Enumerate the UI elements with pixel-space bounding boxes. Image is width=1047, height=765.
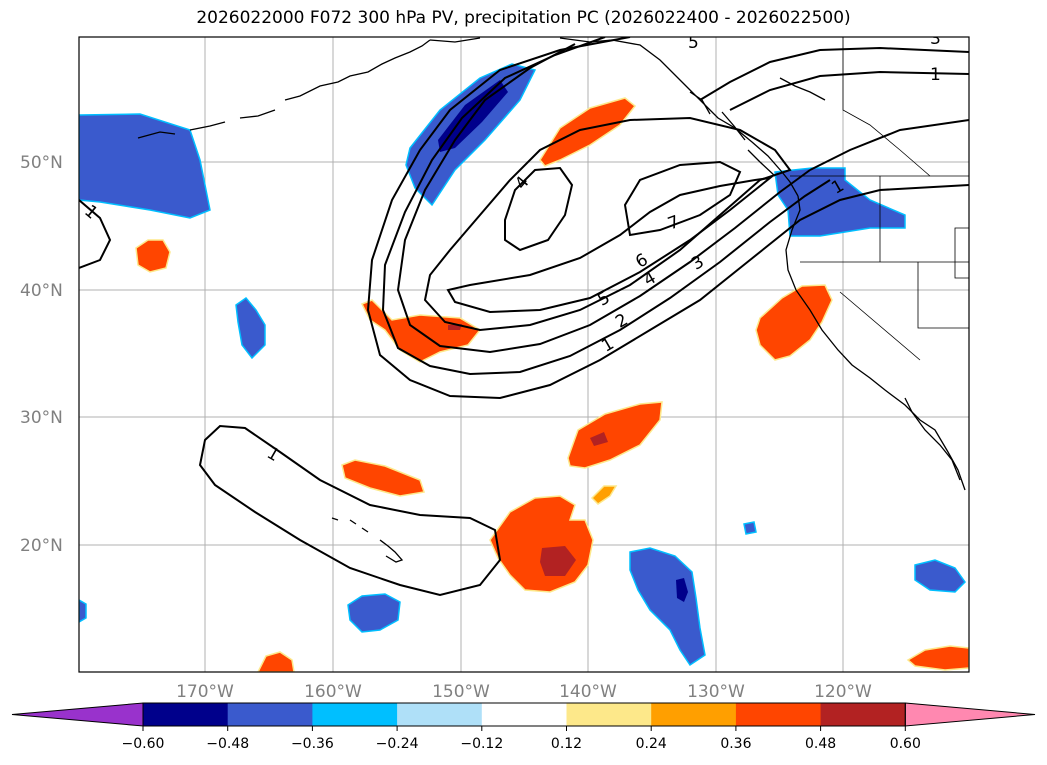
colorbar-tick-label: −0.36 (291, 736, 334, 752)
colorbar-segment (481, 703, 567, 726)
neg-area-small-east (743, 521, 757, 535)
lon-label: 120°W (814, 682, 872, 702)
colorbar-tick-label: −0.12 (460, 736, 503, 752)
map-plot-area: 1 2 3 4 4 5 6 7 1 1 1 1 5 3 (79, 29, 969, 672)
pv-contour-1-subtropic (198, 424, 502, 597)
colorbar: −0.60 −0.48 −0.36 −0.24 −0.12 0.12 0.24 0.36 0.4… (11, 702, 1036, 752)
contour-label: 1 (263, 443, 282, 466)
pos-area-southeast (906, 645, 969, 671)
pv-contour-1-northeast-2 (729, 70, 969, 111)
contour-label: 2 (612, 310, 631, 333)
coast-bc-islands (689, 91, 776, 177)
colorbar-extend-low (11, 702, 144, 727)
pos-area-subtropic-2-core (590, 432, 608, 446)
coast-baja (904, 397, 961, 481)
pv-contours (79, 37, 969, 597)
contour-label: 3 (688, 252, 707, 275)
colorbar-tick-label: 0.60 (890, 736, 921, 752)
lat-label: 50°N (20, 153, 63, 173)
lat-label: 40°N (20, 281, 63, 301)
colorbar-segment (651, 703, 737, 726)
pos-area-subtropic-1 (341, 459, 425, 497)
colorbar-frame (142, 702, 906, 727)
colorbar-segment (397, 703, 483, 726)
colorbar-segment (566, 703, 652, 726)
pv-contour-1-main (366, 37, 969, 400)
colorbar-tick-label: 0.24 (636, 736, 667, 752)
neg-area-south-1 (347, 593, 401, 633)
contour-label: 1 (598, 334, 617, 357)
colorbar-tick-label: −0.48 (206, 736, 249, 752)
pos-area-southwest (257, 651, 295, 672)
pos-area-south-core (540, 546, 576, 576)
lon-label: 130°W (687, 682, 745, 702)
pos-area-south (489, 495, 594, 593)
coast-west-us (785, 195, 966, 491)
pv-contour-5 (446, 176, 774, 314)
pv-contour-4-inner-west (504, 166, 574, 252)
coastlines (137, 37, 969, 563)
border-states (800, 176, 969, 361)
colorbar-tick-label: 0.48 (805, 736, 836, 752)
coast-aleutians (137, 39, 431, 139)
colorbar-segment (143, 703, 229, 726)
positive-precip-areas (135, 97, 969, 672)
pv-contour-7 (623, 160, 742, 237)
lat-labels: 50°N 40°N 30°N 20°N (20, 153, 63, 556)
lon-labels: 170°W 160°W 150°W 140°W 130°W 120°W (176, 682, 872, 702)
lat-label: 20°N (20, 536, 63, 556)
contour-label: 5 (594, 288, 613, 311)
neg-area-oregon (774, 167, 906, 237)
lat-label: 30°N (20, 408, 63, 428)
border-alaska (842, 37, 931, 177)
neg-area-nw (79, 113, 211, 219)
colorbar-segment (312, 703, 398, 726)
pos-area-subtropic-2 (567, 401, 663, 469)
lon-label: 160°W (304, 682, 362, 702)
neg-area-mid-pacific (235, 296, 266, 360)
pv-contour-3 (396, 43, 811, 354)
neg-area-east (914, 559, 966, 593)
neg-area-south-2-core (676, 578, 688, 602)
pv-contour-2 (381, 37, 831, 376)
pv-contour-east-return (809, 119, 969, 171)
pv-contour-4-outer (423, 116, 792, 332)
contour-label: 1 (930, 65, 941, 85)
page-title: 2026022000 F072 300 hPa PV, precipitatio… (196, 8, 851, 28)
colorbar-segment (227, 703, 313, 726)
lon-label: 140°W (559, 682, 617, 702)
colorbar-tick-label: 0.12 (551, 736, 582, 752)
lon-label: 150°W (432, 682, 490, 702)
colorbar-tick-label: −0.60 (122, 736, 165, 752)
coast-hawaii (331, 517, 404, 563)
coast-alaska-north (779, 77, 826, 101)
lon-label: 170°W (176, 682, 234, 702)
pos-area-nw-small (135, 239, 171, 273)
neg-area-west-edge (79, 599, 87, 623)
pos-area-small-south (590, 485, 618, 505)
coast-alaska-south (429, 37, 799, 197)
contour-label: 5 (688, 33, 699, 53)
colorbar-segment (735, 703, 822, 726)
pos-area-california (755, 284, 833, 361)
colorbar-tick-label: −0.24 (376, 736, 419, 752)
pos-area-gulf-alaska (539, 97, 637, 167)
pv-contour-1-northeast (699, 46, 969, 101)
pv-contour-1-west (79, 199, 112, 269)
colorbar-extend-high (904, 702, 1036, 727)
colorbar-tick-label: 0.36 (720, 736, 751, 752)
neg-area-south-2 (629, 547, 706, 667)
colorbar-segment (820, 703, 906, 726)
map-frame (78, 36, 970, 673)
contour-label: 3 (930, 29, 941, 49)
